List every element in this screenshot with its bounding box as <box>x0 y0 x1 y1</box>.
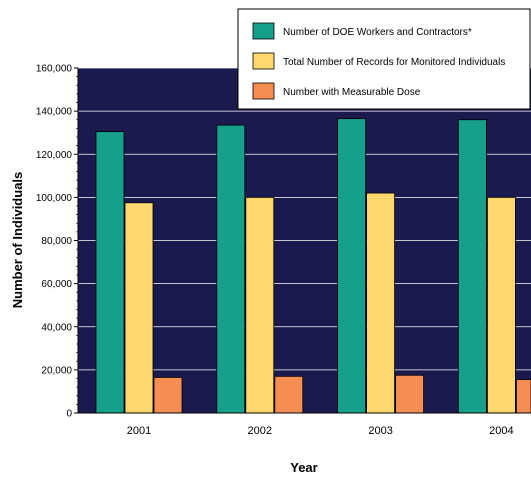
x-tick-label: 2004 <box>489 425 513 437</box>
bar-measurable-2001 <box>153 377 183 414</box>
bar-measurable-2002 <box>274 375 304 414</box>
bar-workers-2002 <box>216 124 246 414</box>
y-axis-title: Number of Individuals <box>10 172 25 309</box>
x-tick-label: 2003 <box>368 425 392 437</box>
legend-label-measurable: Number with Measurable Dose <box>283 87 421 98</box>
x-axis-title: Year <box>290 460 317 475</box>
legend-label-workers: Number of DOE Workers and Contractors* <box>283 27 472 38</box>
bar-measurable-2004 <box>516 379 531 414</box>
bar-workers-2004 <box>457 119 487 414</box>
y-tick-label: 60,000 <box>41 279 72 290</box>
bar-workers-2003 <box>337 118 367 414</box>
y-axis-ticks: 0 20,000 40,000 60,000 80,000 100,000 120,000 1… <box>36 64 78 420</box>
x-axis-ticks: 20012002200320042005 <box>127 425 514 437</box>
bars <box>95 118 531 414</box>
x-tick-label: 2001 <box>127 425 151 437</box>
legend-swatch-workers <box>252 22 275 40</box>
bar-records-2002 <box>245 196 275 414</box>
x-tick-label: 2002 <box>248 425 272 437</box>
bar-workers-2001 <box>95 131 125 414</box>
y-tick-label: 160,000 <box>36 64 73 75</box>
legend-swatch-measurable <box>252 82 275 100</box>
y-tick-label: 100,000 <box>36 193 73 204</box>
y-tick-label: 140,000 <box>36 107 73 118</box>
legend-box <box>237 8 531 110</box>
bar-records-2001 <box>124 202 154 414</box>
bar-records-2004 <box>486 196 516 414</box>
y-tick-label: 120,000 <box>36 150 73 161</box>
y-tick-label: 0 <box>66 409 72 420</box>
legend: Number of DOE Workers and Contractors* T… <box>237 8 531 110</box>
legend-swatch-records <box>252 52 275 70</box>
legend-label-records: Total Number of Records for Monitored In… <box>283 57 505 68</box>
grid-lines <box>78 67 531 371</box>
bar-records-2003 <box>366 192 396 414</box>
y-tick-label: 80,000 <box>41 236 72 247</box>
y-tick-label: 40,000 <box>41 322 72 333</box>
bar-measurable-2003 <box>395 374 425 414</box>
y-tick-label: 20,000 <box>41 365 72 376</box>
